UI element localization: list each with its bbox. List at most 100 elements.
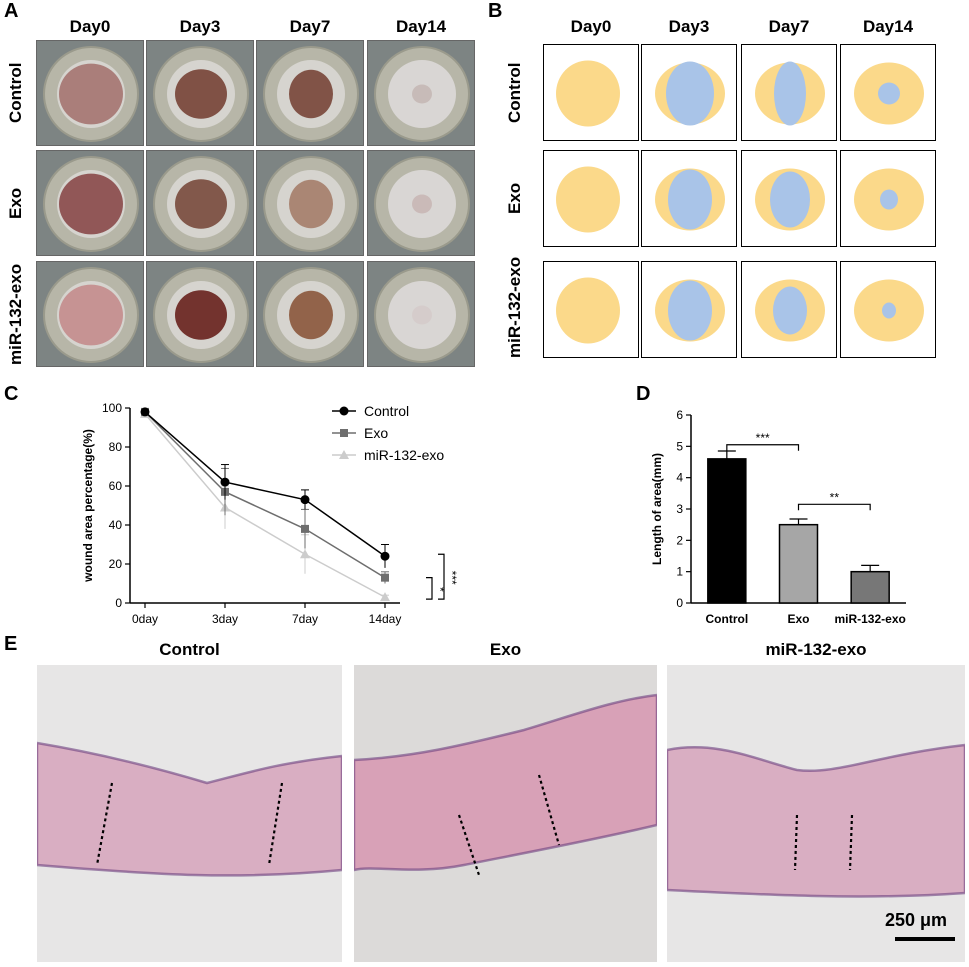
- d-x-tick-label: Control: [706, 612, 749, 626]
- c-data-point: [300, 549, 310, 559]
- d-sig-bracket: [726, 444, 800, 451]
- panel-a-group-label: miR-132-exo: [6, 263, 25, 365]
- panel-a-wound-photo: [367, 40, 475, 146]
- panel-letter-a: A: [4, 0, 19, 22]
- panel-e-histology-image: [667, 665, 965, 962]
- c-data-point: [380, 592, 390, 602]
- d-sig-bracket: [797, 503, 871, 511]
- panel-letter-b: B: [488, 0, 503, 22]
- panel-a-day-header: Day3: [179, 17, 221, 36]
- panel-letter-d: D: [636, 383, 651, 405]
- d-y-tick-label: 5: [676, 439, 683, 453]
- wound-photo-drawing: [368, 262, 474, 366]
- c-data-point: [381, 573, 389, 582]
- panel-b-group-label: miR-132-exo: [505, 256, 524, 358]
- panel-e-histology-image: [37, 665, 342, 962]
- d-y-tick-label: 1: [676, 565, 683, 579]
- c-data-point: [140, 407, 150, 417]
- panel-e-title: Control: [159, 640, 220, 659]
- c-legend-marker: [339, 406, 349, 416]
- panel-b-wound-outline-box: [741, 261, 837, 358]
- panel-b-wound-outline-box: [543, 150, 639, 247]
- wound-photo-drawing: [368, 41, 474, 145]
- panel-c-line-chart: 0 20 40 60 80 100 0day 3day 7day 14day wound area …: [81, 401, 459, 626]
- panel-b-wound-outline-box: [741, 150, 837, 247]
- panel-a-day-header: Day0: [69, 17, 111, 36]
- c-y-tick-label: 80: [109, 440, 123, 454]
- c-y-tick-label: 0: [115, 596, 122, 610]
- panel-a-wound-photo: [36, 40, 144, 146]
- c-legend-marker: [339, 450, 349, 459]
- c-series-line: [144, 413, 386, 598]
- d-y-tick-label: 6: [676, 408, 683, 422]
- wound-edge-dotted-line: [267, 782, 284, 866]
- c-data-point: [380, 551, 390, 561]
- c-y-tick-label: 60: [109, 479, 123, 493]
- wound-edge-dotted-line: [95, 782, 114, 866]
- c-legend-marker: [340, 429, 348, 437]
- panel-b-wound-outline-box: [840, 261, 936, 358]
- d-y-tick-label: 0: [676, 596, 683, 610]
- panel-e-title: miR-132-exo: [765, 640, 867, 659]
- d-x-tick-label: miR-132-exo: [834, 612, 905, 626]
- panel-e-title: Exo: [489, 640, 522, 659]
- tissue-region: [667, 745, 965, 897]
- wound-photo-drawing: [147, 151, 253, 255]
- d-sig-label: ***: [756, 431, 770, 445]
- histology-drawing: [667, 743, 965, 898]
- d-bar: [850, 570, 890, 604]
- panel-b-wound-outline-box: [641, 44, 737, 141]
- d-y-tick-label: 2: [676, 533, 683, 547]
- scale-bar-label: 250 μm: [885, 910, 948, 930]
- c-legend-label: Control: [364, 403, 409, 419]
- panel-b-day-header: Day0: [570, 17, 612, 36]
- panel-a-wound-photo: [256, 40, 364, 146]
- wound-outline-drawing: [755, 279, 825, 342]
- wound-photo-drawing: [147, 41, 253, 145]
- panel-b-day-header: Day14: [862, 17, 914, 36]
- c-legend-label: Exo: [364, 425, 388, 441]
- c-y-tick-label: 40: [109, 518, 123, 532]
- c-data-point: [300, 495, 310, 505]
- panel-letter-e: E: [4, 633, 18, 655]
- panel-a-wound-photo: [146, 261, 254, 367]
- wound-photo-drawing: [257, 151, 363, 255]
- c-data-point: [301, 524, 309, 533]
- panel-letter-c: C: [4, 383, 19, 405]
- wound-outline-drawing: [755, 61, 825, 126]
- panel-b-wound-outline-box: [741, 44, 837, 141]
- wound-outline-drawing: [556, 60, 620, 127]
- d-y-tick-label: 3: [676, 502, 683, 516]
- c-sig-label: ***: [445, 571, 459, 585]
- panel-a-wound-photo: [36, 261, 144, 367]
- wound-outline-drawing: [556, 166, 620, 233]
- wound-outline-drawing: [655, 61, 725, 126]
- d-y-axis-label: Length of area(mm): [650, 453, 664, 565]
- c-x-tick-label: 3day: [212, 612, 238, 626]
- panel-a-wound-photo: [146, 40, 254, 146]
- epidermis-edge: [667, 743, 965, 898]
- c-y-tick-label: 20: [109, 557, 123, 571]
- c-sig-label: *: [433, 587, 447, 592]
- wound-outline-drawing: [755, 168, 825, 231]
- epidermis-edge: [354, 693, 657, 872]
- c-data-point: [220, 477, 230, 487]
- c-legend-label: miR-132-exo: [364, 447, 444, 463]
- panel-b-wound-outline-box: [840, 150, 936, 247]
- c-sig-bracket: [438, 553, 445, 600]
- d-sig-label: **: [830, 490, 840, 504]
- wound-photo-drawing: [37, 262, 143, 366]
- epidermis-edge: [37, 741, 342, 877]
- panel-a-day-header: Day14: [395, 17, 447, 36]
- d-y-tick-label: 4: [676, 471, 683, 485]
- panel-b-wound-outline-box: [641, 150, 737, 247]
- wound-edge-dotted-line: [537, 774, 561, 846]
- panel-b-wound-outline-box: [543, 44, 639, 141]
- wound-outline-drawing: [854, 279, 924, 342]
- wound-photo-drawing: [37, 41, 143, 145]
- panel-a-wound-photo: [36, 150, 144, 256]
- panel-e-histology-image: [354, 665, 657, 962]
- wound-outline-drawing: [854, 62, 924, 125]
- c-x-tick-label: 14day: [369, 612, 402, 626]
- panel-d-bar-chart: 0 1 2 3 4 5 6 Length of area(mm) Control Exo miR-1…: [650, 408, 906, 626]
